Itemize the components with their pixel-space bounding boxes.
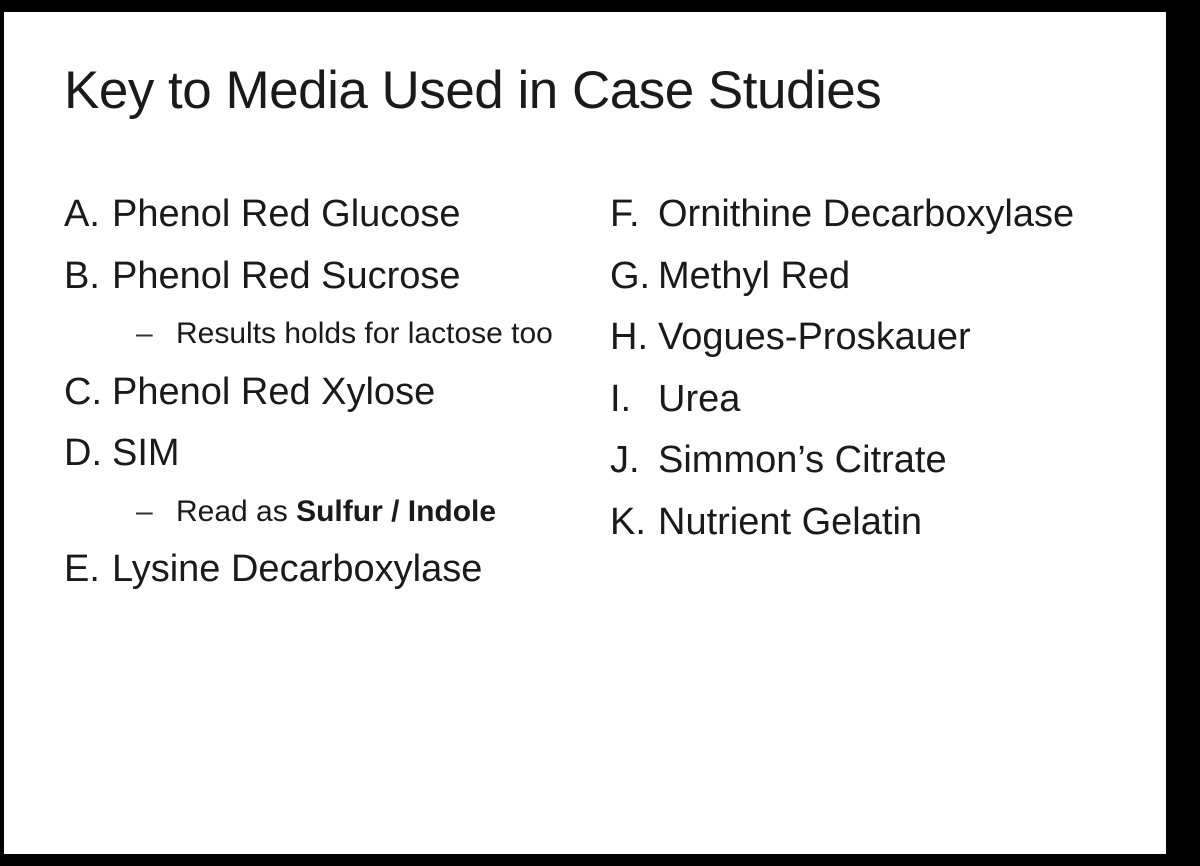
- sub-prefix: Read as: [176, 495, 296, 528]
- list-item-f: F. Ornithine Decarboxylase: [610, 191, 1116, 239]
- item-label: Phenol Red Glucose: [112, 191, 461, 239]
- list-item-h: H. Vogues-Proskauer: [610, 314, 1116, 362]
- item-label: Lysine Decarboxylase: [112, 546, 482, 594]
- columns: A. Phenol Red Glucose B. Phenol Red Sucr…: [64, 191, 1116, 608]
- list-item-a: A. Phenol Red Glucose: [64, 191, 570, 239]
- list-item-g: G. Methyl Red: [610, 253, 1116, 301]
- list-item-i: I. Urea: [610, 376, 1116, 424]
- item-label: Vogues-Proskauer: [658, 314, 971, 362]
- item-letter: D.: [64, 432, 112, 475]
- sub-bold: Sulfur / Indole: [296, 495, 496, 528]
- list-item-j: J. Simmon’s Citrate: [610, 437, 1116, 485]
- sub-label: Read as Sulfur / Indole: [176, 492, 496, 533]
- list-item-k: K. Nutrient Gelatin: [610, 499, 1116, 547]
- item-label: Phenol Red Xylose: [112, 369, 435, 417]
- item-letter: G.: [610, 255, 658, 298]
- list-item-e: E. Lysine Decarboxylase: [64, 546, 570, 594]
- item-letter: H.: [610, 316, 658, 359]
- item-letter: E.: [64, 548, 112, 591]
- list-item-c: C. Phenol Red Xylose: [64, 369, 570, 417]
- list-sub-b: – Results holds for lactose too: [136, 314, 570, 355]
- item-letter: J.: [610, 439, 658, 482]
- list-item-b: B. Phenol Red Sucrose: [64, 253, 570, 301]
- item-letter: K.: [610, 501, 658, 544]
- slide-title: Key to Media Used in Case Studies: [64, 60, 1116, 121]
- right-column: F. Ornithine Decarboxylase G. Methyl Red…: [610, 191, 1116, 608]
- item-letter: I.: [610, 378, 658, 421]
- item-label: Urea: [658, 376, 740, 424]
- left-column: A. Phenol Red Glucose B. Phenol Red Sucr…: [64, 191, 570, 608]
- item-letter: F.: [610, 193, 658, 236]
- item-label: Ornithine Decarboxylase: [658, 191, 1074, 239]
- item-letter: B.: [64, 255, 112, 298]
- dash-icon: –: [136, 495, 176, 529]
- dash-icon: –: [136, 317, 176, 351]
- list-sub-d: – Read as Sulfur / Indole: [136, 492, 570, 533]
- sub-label: Results holds for lactose too: [176, 314, 553, 355]
- item-label: SIM: [112, 430, 180, 478]
- item-label: Phenol Red Sucrose: [112, 253, 461, 301]
- item-label: Methyl Red: [658, 253, 850, 301]
- slide: Key to Media Used in Case Studies A. Phe…: [4, 12, 1166, 854]
- item-letter: A.: [64, 193, 112, 236]
- list-item-d: D. SIM: [64, 430, 570, 478]
- item-label: Simmon’s Citrate: [658, 437, 947, 485]
- item-letter: C.: [64, 371, 112, 414]
- item-label: Nutrient Gelatin: [658, 499, 922, 547]
